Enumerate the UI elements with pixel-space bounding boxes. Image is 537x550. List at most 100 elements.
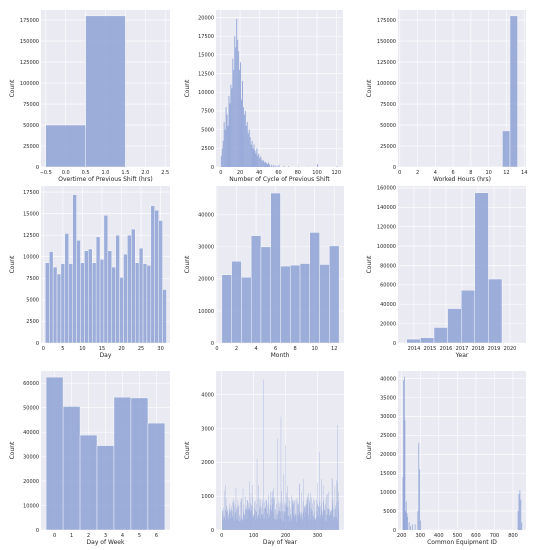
x-tick-label: 300 [313,533,323,539]
x-tick-label: 12 [503,170,509,176]
x-tick-label: 25 [138,346,144,352]
y-tick-label: 35000 [380,395,396,401]
x-tick-label: 500 [453,533,463,539]
x-tick-label: 1 [70,533,73,539]
bar [150,205,155,344]
bar [419,469,421,530]
plot-area [216,371,344,530]
bar [402,477,404,530]
bar [250,144,252,167]
bar [410,526,411,530]
x-tick-label: 2 [416,170,419,176]
x-tick-label: 4 [254,346,257,352]
y-tick-label: 120000 [377,225,396,231]
x-tick-label: −0.5 [40,170,52,176]
y-tick-label: 150000 [20,39,39,45]
bar [509,15,518,168]
bar [272,165,274,167]
bar [252,148,254,167]
y-tick-label: 0 [36,528,39,534]
bar [231,88,233,167]
bar [260,246,271,344]
y-axis-label: Count [184,441,191,459]
y-tick-label: 140000 [377,205,396,211]
bar [232,58,234,167]
y-tick-label: 160000 [377,186,396,192]
y-tick-label: 100000 [20,81,39,87]
x-tick-label: 1.5 [121,170,129,176]
bar [246,122,248,167]
bar [297,166,299,167]
x-tick-label: 0 [219,170,222,176]
bar [274,165,276,167]
y-tick-label: 0 [211,528,214,534]
bar [88,248,93,344]
chart-panel-1: 0 25000 50000 75000 100000 125000 150000 175000… [9,10,170,183]
bar [96,445,115,531]
chart-panel-8: 0 1000 2000 3000 4000 0 100 200 300 Day of Year Co… [184,371,344,546]
bar [433,327,448,344]
y-tick-label: 50000 [380,123,396,129]
y-axis-label: Count [184,255,191,273]
bar [154,209,159,344]
bar [408,522,410,530]
bar [257,155,259,167]
y-tick-label: 0 [211,341,214,347]
y-tick-label: 50000 [23,123,39,129]
bar [406,338,421,344]
x-tick-label: 60 [275,170,281,176]
x-tick-label: 800 [508,533,518,539]
x-tick-label: 600 [471,533,481,539]
bar [254,150,256,167]
y-tick-label: 150000 [377,39,396,45]
bar [142,263,148,344]
x-tick-label: 2.0 [141,170,149,176]
x-tick-label: 0 [53,533,56,539]
y-tick-label: 60000 [380,283,396,289]
y-tick-label: 7500 [26,276,39,282]
bar [240,62,242,168]
bar [250,235,262,344]
x-axis-label: Month [271,352,290,359]
bar [414,524,416,530]
bar [92,262,97,344]
y-tick-label: 5000 [383,509,396,515]
bar [45,124,86,168]
x-tick-label: 10 [485,170,491,176]
bar [230,84,232,167]
bar [76,240,81,344]
bar [518,494,520,530]
bar [64,233,69,344]
x-tick-label: 0 [398,170,401,176]
y-tick-label: 0 [393,341,396,347]
x-tick-label: 4 [434,170,437,176]
x-tick-label: 2 [87,533,90,539]
x-tick-label: 2019 [488,346,501,352]
bar [146,265,152,344]
x-axis-label: Worked Hours (hrs) [433,176,491,183]
bar [223,122,225,167]
bar [229,103,231,167]
bar [131,228,136,344]
bar [226,114,228,167]
bar [299,263,311,344]
x-tick-label: 12 [331,346,337,352]
chart-panel-6: 0 20000 40000 60000 80000 100000 120000 140000 1… [366,186,526,359]
bar [56,273,62,344]
bar [235,47,237,167]
bar [224,129,226,167]
bar [234,36,236,167]
bar [259,158,261,167]
y-axis-label: Count [366,79,373,97]
bar [263,160,265,167]
y-tick-label: 5000 [201,127,214,133]
bar [411,524,413,530]
bar [280,265,291,344]
bar [107,250,112,344]
y-tick-label: 75000 [23,102,39,108]
y-tick-label: 25000 [23,144,39,150]
bar [403,380,404,530]
x-tick-label: 2016 [440,346,453,352]
y-tick-label: 2500 [201,146,214,152]
